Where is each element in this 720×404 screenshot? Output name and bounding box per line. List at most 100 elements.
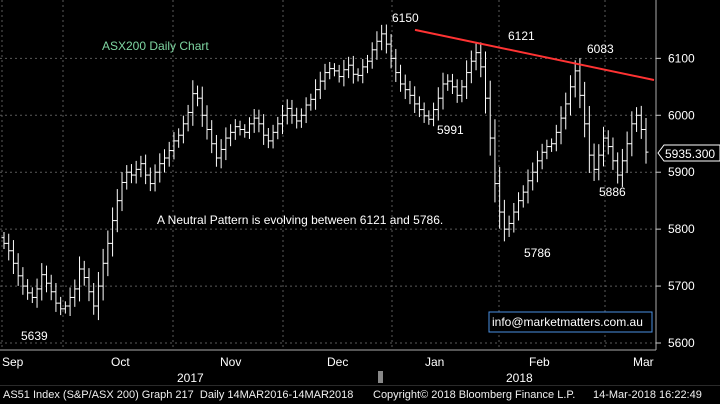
- ohlc-bar: [171, 132, 177, 160]
- footer-right: 14-Mar-2018 16:22:49: [593, 389, 702, 401]
- ohlc-bar: [152, 164, 158, 192]
- ohlc-bar: [544, 139, 550, 160]
- ohlc-bar: [209, 120, 215, 154]
- ohlc-bar: [487, 80, 493, 156]
- ohlc-bar: [143, 154, 149, 185]
- ohlc-bar: [582, 81, 588, 138]
- y-tick-label: 5700: [668, 279, 695, 293]
- ohlc-bar: [445, 74, 451, 91]
- ohlc-bar: [313, 79, 319, 110]
- ohlc-bar: [483, 51, 488, 114]
- ohlc-bar: [553, 124, 559, 152]
- ohlc-bar: [577, 58, 583, 109]
- ohlc-bar: [34, 278, 40, 308]
- footer-center: Copyright© 2018 Bloomberg Finance L.P.: [373, 389, 576, 401]
- ohlc-bar: [289, 99, 295, 124]
- price-label-6083: 6083: [587, 42, 614, 56]
- ohlc-bar: [62, 301, 68, 314]
- ohlc-bar: [379, 24, 385, 51]
- ohlc-bar: [270, 124, 276, 149]
- y-tick-label: 6100: [668, 51, 695, 65]
- ohlc-bar: [634, 107, 640, 132]
- ohlc-bar: [261, 114, 267, 145]
- ohlc-bar: [435, 87, 441, 121]
- ohlc-bar: [638, 105, 644, 139]
- ohlc-bar: [199, 86, 205, 127]
- ohlc-bar: [558, 106, 564, 145]
- ohlc-bar: [364, 54, 370, 74]
- ohlc-bar: [369, 42, 375, 69]
- ohlc-bar: [251, 109, 257, 133]
- ohlc-bar: [133, 160, 139, 184]
- ohlc-bar: [100, 248, 106, 301]
- ohlc-bar: [605, 130, 611, 155]
- ohlc-bar: [464, 60, 470, 100]
- ohlc-bar: [15, 253, 21, 286]
- year-label: 2017: [177, 371, 204, 385]
- ohlc-bar: [563, 92, 569, 130]
- ohlc-bar: [246, 117, 252, 139]
- ohlc-bar: [81, 260, 87, 286]
- month-label: Mar: [633, 355, 654, 369]
- price-bars: [1, 24, 649, 321]
- ohlc-bar: [619, 148, 625, 187]
- ohlc-bar: [355, 68, 361, 82]
- ohlc-bar: [6, 233, 12, 261]
- ohlc-bar: [119, 172, 125, 212]
- ohlc-bar: [232, 119, 238, 140]
- ohlc-bar: [360, 59, 366, 84]
- ohlc-bar: [213, 134, 219, 167]
- watermark-text: info@marketmatters.com.au: [492, 315, 643, 329]
- ohlc-bar: [204, 105, 210, 140]
- ohlc-bar: [601, 126, 607, 167]
- ohlc-bar: [525, 169, 531, 204]
- ohlc-bar: [114, 189, 120, 233]
- time-axis-labels: Sep Oct Nov Dec Jan Feb Mar 2017 2018: [2, 355, 654, 385]
- y-tick-label: 5800: [668, 222, 695, 236]
- ohlc-bar: [591, 143, 597, 181]
- ohlc-bar: [242, 124, 248, 138]
- ohlc-bar: [67, 287, 73, 317]
- ohlc-bar: [58, 296, 64, 316]
- ohlc-bar: [95, 271, 101, 321]
- ohlc-bar: [459, 79, 465, 103]
- ohlc-bar: [478, 42, 484, 78]
- ohlc-bar: [72, 279, 78, 307]
- ohlc-bar: [327, 61, 333, 80]
- ohlc-bar: [402, 74, 408, 100]
- ohlc-bar: [567, 75, 573, 116]
- price-label-5886: 5886: [599, 185, 626, 199]
- last-price-tag: 5935.300: [657, 144, 720, 162]
- ohlc-bar: [176, 128, 182, 148]
- ohlc-bar: [336, 64, 342, 83]
- ohlc-bar: [284, 99, 290, 125]
- ohlc-bar: [350, 55, 356, 84]
- ohlc-bar: [596, 144, 602, 181]
- ohlc-bar: [1, 232, 7, 250]
- footer-bar: [0, 385, 720, 404]
- ohlc-bar: [195, 85, 201, 107]
- ohlc-bar: [190, 80, 196, 126]
- ohlc-bar: [265, 128, 271, 149]
- ohlc-bar: [388, 34, 394, 69]
- ohlc-bar: [322, 63, 328, 90]
- ohlc-bar: [468, 50, 474, 84]
- ohlc-bar: [237, 120, 243, 136]
- ohlc-bar: [43, 265, 49, 293]
- ohlc-bar: [393, 48, 399, 82]
- ohlc-bar: [534, 150, 540, 183]
- ohlc-bar: [25, 279, 31, 300]
- pattern-annotation: A Neutral Pattern is evolving between 61…: [157, 213, 443, 227]
- month-label: Feb: [529, 355, 550, 369]
- y-tick-label: 5600: [668, 336, 695, 350]
- month-label: Nov: [220, 355, 241, 369]
- ohlc-bar: [383, 24, 389, 54]
- chart-title: ASX200 Daily Chart: [102, 39, 209, 53]
- ohlc-bar: [138, 155, 144, 178]
- price-axis-ticks: 5600 5700 5800 5900 6000 6100: [656, 51, 695, 350]
- ohlc-bar: [275, 116, 281, 140]
- ohlc-bar: [166, 141, 172, 167]
- ohlc-bar: [341, 59, 347, 87]
- ohlc-bar: [91, 282, 97, 315]
- price-label-5639: 5639: [21, 329, 48, 343]
